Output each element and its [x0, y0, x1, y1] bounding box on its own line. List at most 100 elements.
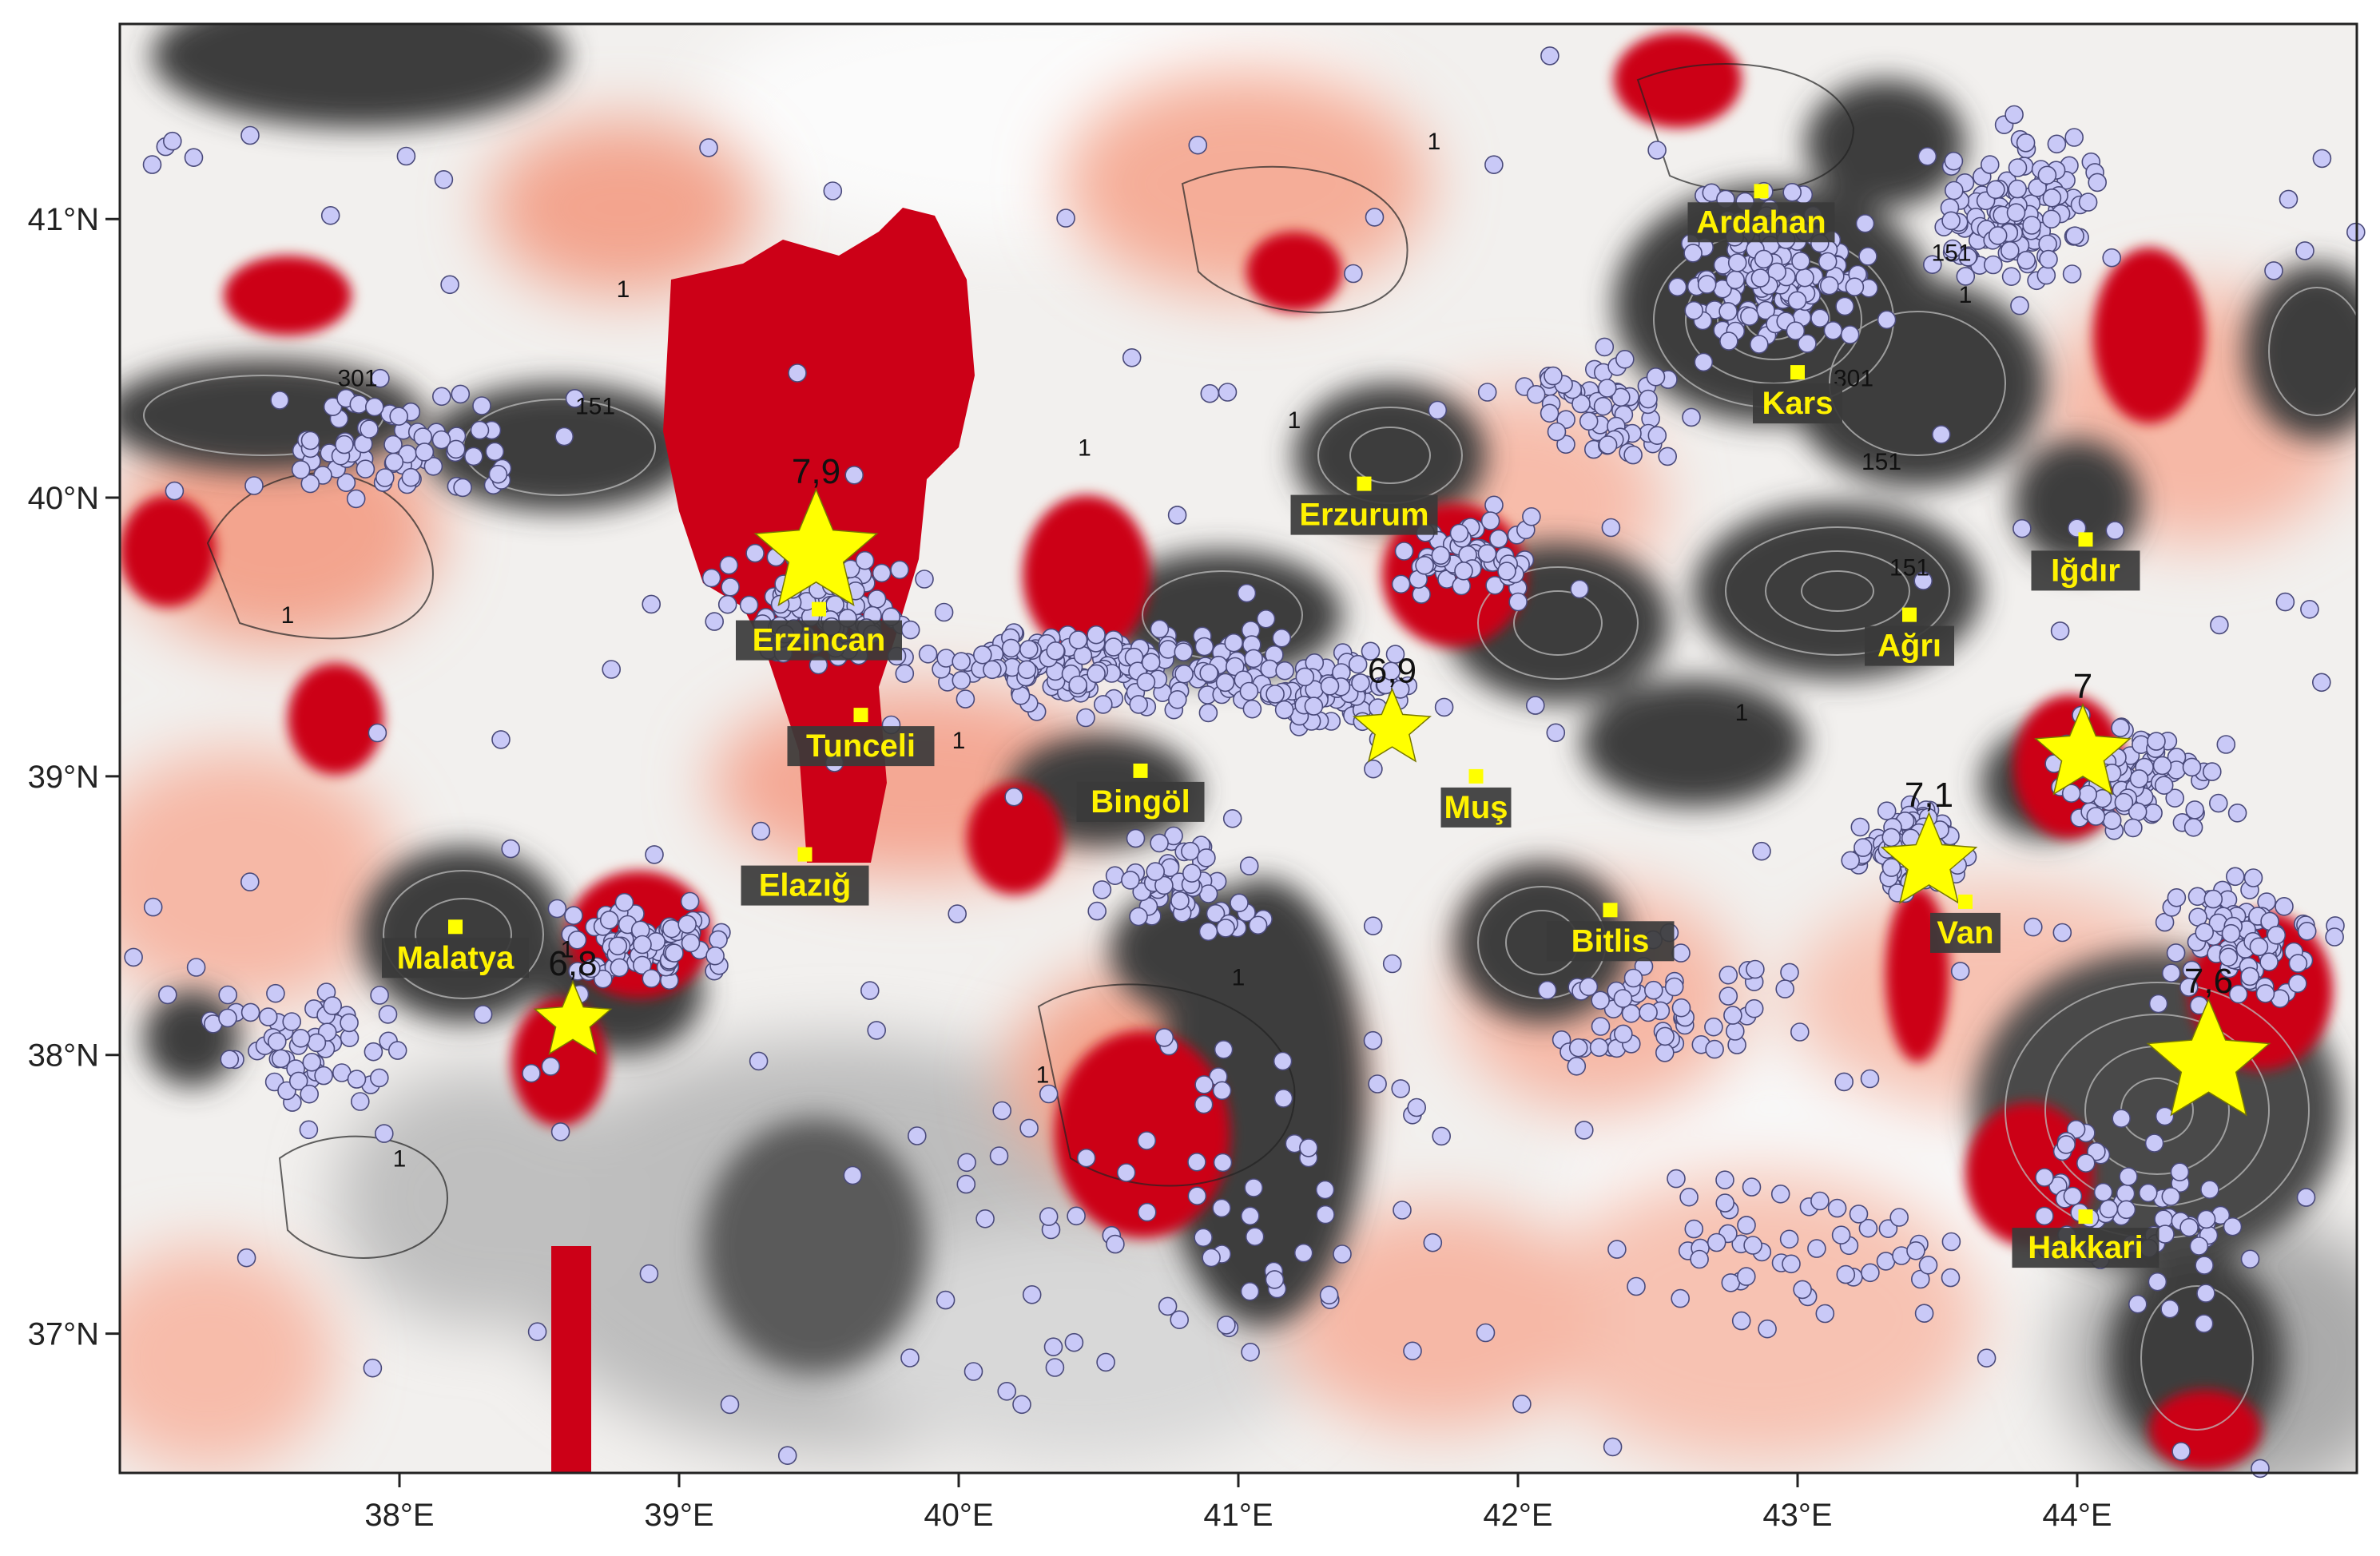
- epicenter-point: [1718, 965, 1738, 985]
- epicenter-point: [165, 481, 185, 501]
- epicenter-point: [1146, 862, 1165, 881]
- epicenter-point: [527, 1322, 547, 1341]
- epicenter-point: [1941, 1268, 1961, 1288]
- epicenter-point: [258, 1007, 278, 1026]
- epicenter-point: [1198, 922, 1218, 942]
- earthquake-star-icon: [2146, 998, 2271, 1117]
- epicenter-point: [1881, 858, 1901, 877]
- x-tick-label: 43°E: [1762, 1498, 1832, 1533]
- epicenter-point: [1981, 155, 2000, 174]
- city-label-background: [2031, 550, 2140, 591]
- epicenter-point: [1004, 787, 1023, 807]
- epicenter-point: [323, 397, 343, 417]
- epicenter-point: [1274, 700, 1294, 720]
- epicenter-point: [1615, 349, 1635, 369]
- epicenter-point: [975, 1209, 995, 1229]
- contour-value-label: 151: [575, 393, 615, 419]
- epicenter-point: [956, 689, 975, 709]
- epicenter-point: [356, 459, 375, 479]
- epicenter-point: [1671, 1288, 1690, 1308]
- city-marker: Erzurum: [1290, 476, 1438, 535]
- epicenter-point: [240, 1002, 260, 1022]
- y-tick-label: 37°N: [28, 1317, 99, 1352]
- epicenter-point: [1591, 1017, 1611, 1036]
- city-label-background: [1930, 912, 2001, 953]
- epicenter-point: [2288, 974, 2307, 994]
- epicenter-point: [1737, 1267, 1756, 1286]
- epicenter-point: [2203, 762, 2222, 781]
- epicenter-point: [360, 419, 379, 439]
- city-layer: Ardahan Kars Erzurum Iğdır Erzincan Ağrı Tunce…: [382, 184, 2159, 1268]
- epicenter-point: [1265, 685, 1285, 704]
- epicenter-point: [1039, 1207, 1059, 1226]
- contour-value-label: 1: [393, 1145, 407, 1172]
- epicenter-point: [554, 427, 574, 447]
- city-square-icon: [853, 708, 868, 723]
- epicenter-point: [1667, 277, 1687, 297]
- epicenter-point: [184, 148, 204, 167]
- epicenter-point: [1546, 723, 1566, 743]
- epicenter-point: [1623, 445, 1643, 465]
- epicenter-point: [1807, 1239, 1826, 1258]
- epicenter-point: [1906, 1241, 1925, 1260]
- epicenter-point: [867, 1021, 886, 1040]
- epicenter-point: [1627, 1276, 1646, 1296]
- epicenter-point: [1087, 625, 1106, 645]
- epicenter-point: [547, 899, 567, 919]
- epicenter-point: [2196, 1284, 2215, 1303]
- epicenter-point: [720, 1395, 740, 1415]
- epicenter-point: [1158, 640, 1178, 659]
- epicenter-point: [890, 560, 909, 580]
- epicenter-point: [2226, 867, 2245, 887]
- epicenter-point: [1158, 1296, 1178, 1316]
- epicenter-point: [1365, 208, 1385, 227]
- epicenter-point: [1601, 518, 1621, 538]
- epicenter-point: [1316, 1205, 1335, 1225]
- contour-value-label: 1: [281, 602, 295, 629]
- epicenter-point: [387, 1041, 407, 1060]
- epicenter-point: [1391, 574, 1411, 594]
- epicenter-point: [1595, 337, 1615, 357]
- epicenter-point: [291, 460, 311, 479]
- epicenter-point: [1598, 379, 1617, 398]
- city-name-label: Van: [1937, 915, 1993, 951]
- contour-value-label: 151: [1931, 240, 1971, 267]
- epicenter-point: [1382, 954, 1402, 974]
- epicenter-point: [2028, 178, 2047, 197]
- epicenter-point: [2210, 615, 2229, 635]
- city-square-icon: [1603, 903, 1618, 918]
- epicenter-point: [2189, 1236, 2209, 1256]
- epicenter-point: [1690, 1249, 1709, 1269]
- epicenter-point: [1754, 249, 1774, 269]
- epicenter-point: [300, 1084, 320, 1104]
- epicenter-point: [614, 892, 634, 912]
- epicenter-point: [2078, 784, 2097, 804]
- city-label-background: [2012, 1228, 2159, 1268]
- x-tick-label: 39°E: [644, 1498, 713, 1533]
- epicenter-point: [1150, 619, 1170, 639]
- epicenter-point: [1067, 1206, 1086, 1226]
- epicenter-point: [291, 1029, 311, 1048]
- epicenter-point: [1950, 962, 1970, 981]
- epicenter-point: [1726, 270, 1745, 290]
- epicenter-point: [1215, 673, 1235, 693]
- city-label-background: [1076, 781, 1205, 822]
- epicenter-point: [1019, 1118, 1039, 1138]
- city-marker: Elazığ: [741, 847, 869, 906]
- epicenter-point: [1591, 990, 1610, 1010]
- city-label-background: [741, 865, 869, 906]
- epicenter-point: [1076, 708, 1095, 728]
- epicenter-point: [186, 958, 206, 977]
- epicenter-point: [957, 1153, 976, 1173]
- epicenter-point: [1241, 1343, 1260, 1362]
- epicenter-point: [378, 1005, 398, 1024]
- epicenter-point: [2219, 947, 2239, 967]
- epicenter-point: [1682, 407, 1701, 427]
- epicenter-point: [1575, 1121, 1594, 1140]
- city-square-icon: [1958, 894, 1973, 909]
- epicenter-point: [1407, 1098, 1426, 1117]
- earthquake-magnitude-label: 6,9: [1368, 652, 1416, 691]
- epicenter-point: [2010, 296, 2029, 316]
- city-square-icon: [1357, 476, 1372, 491]
- epicenter-point: [1476, 1323, 1496, 1343]
